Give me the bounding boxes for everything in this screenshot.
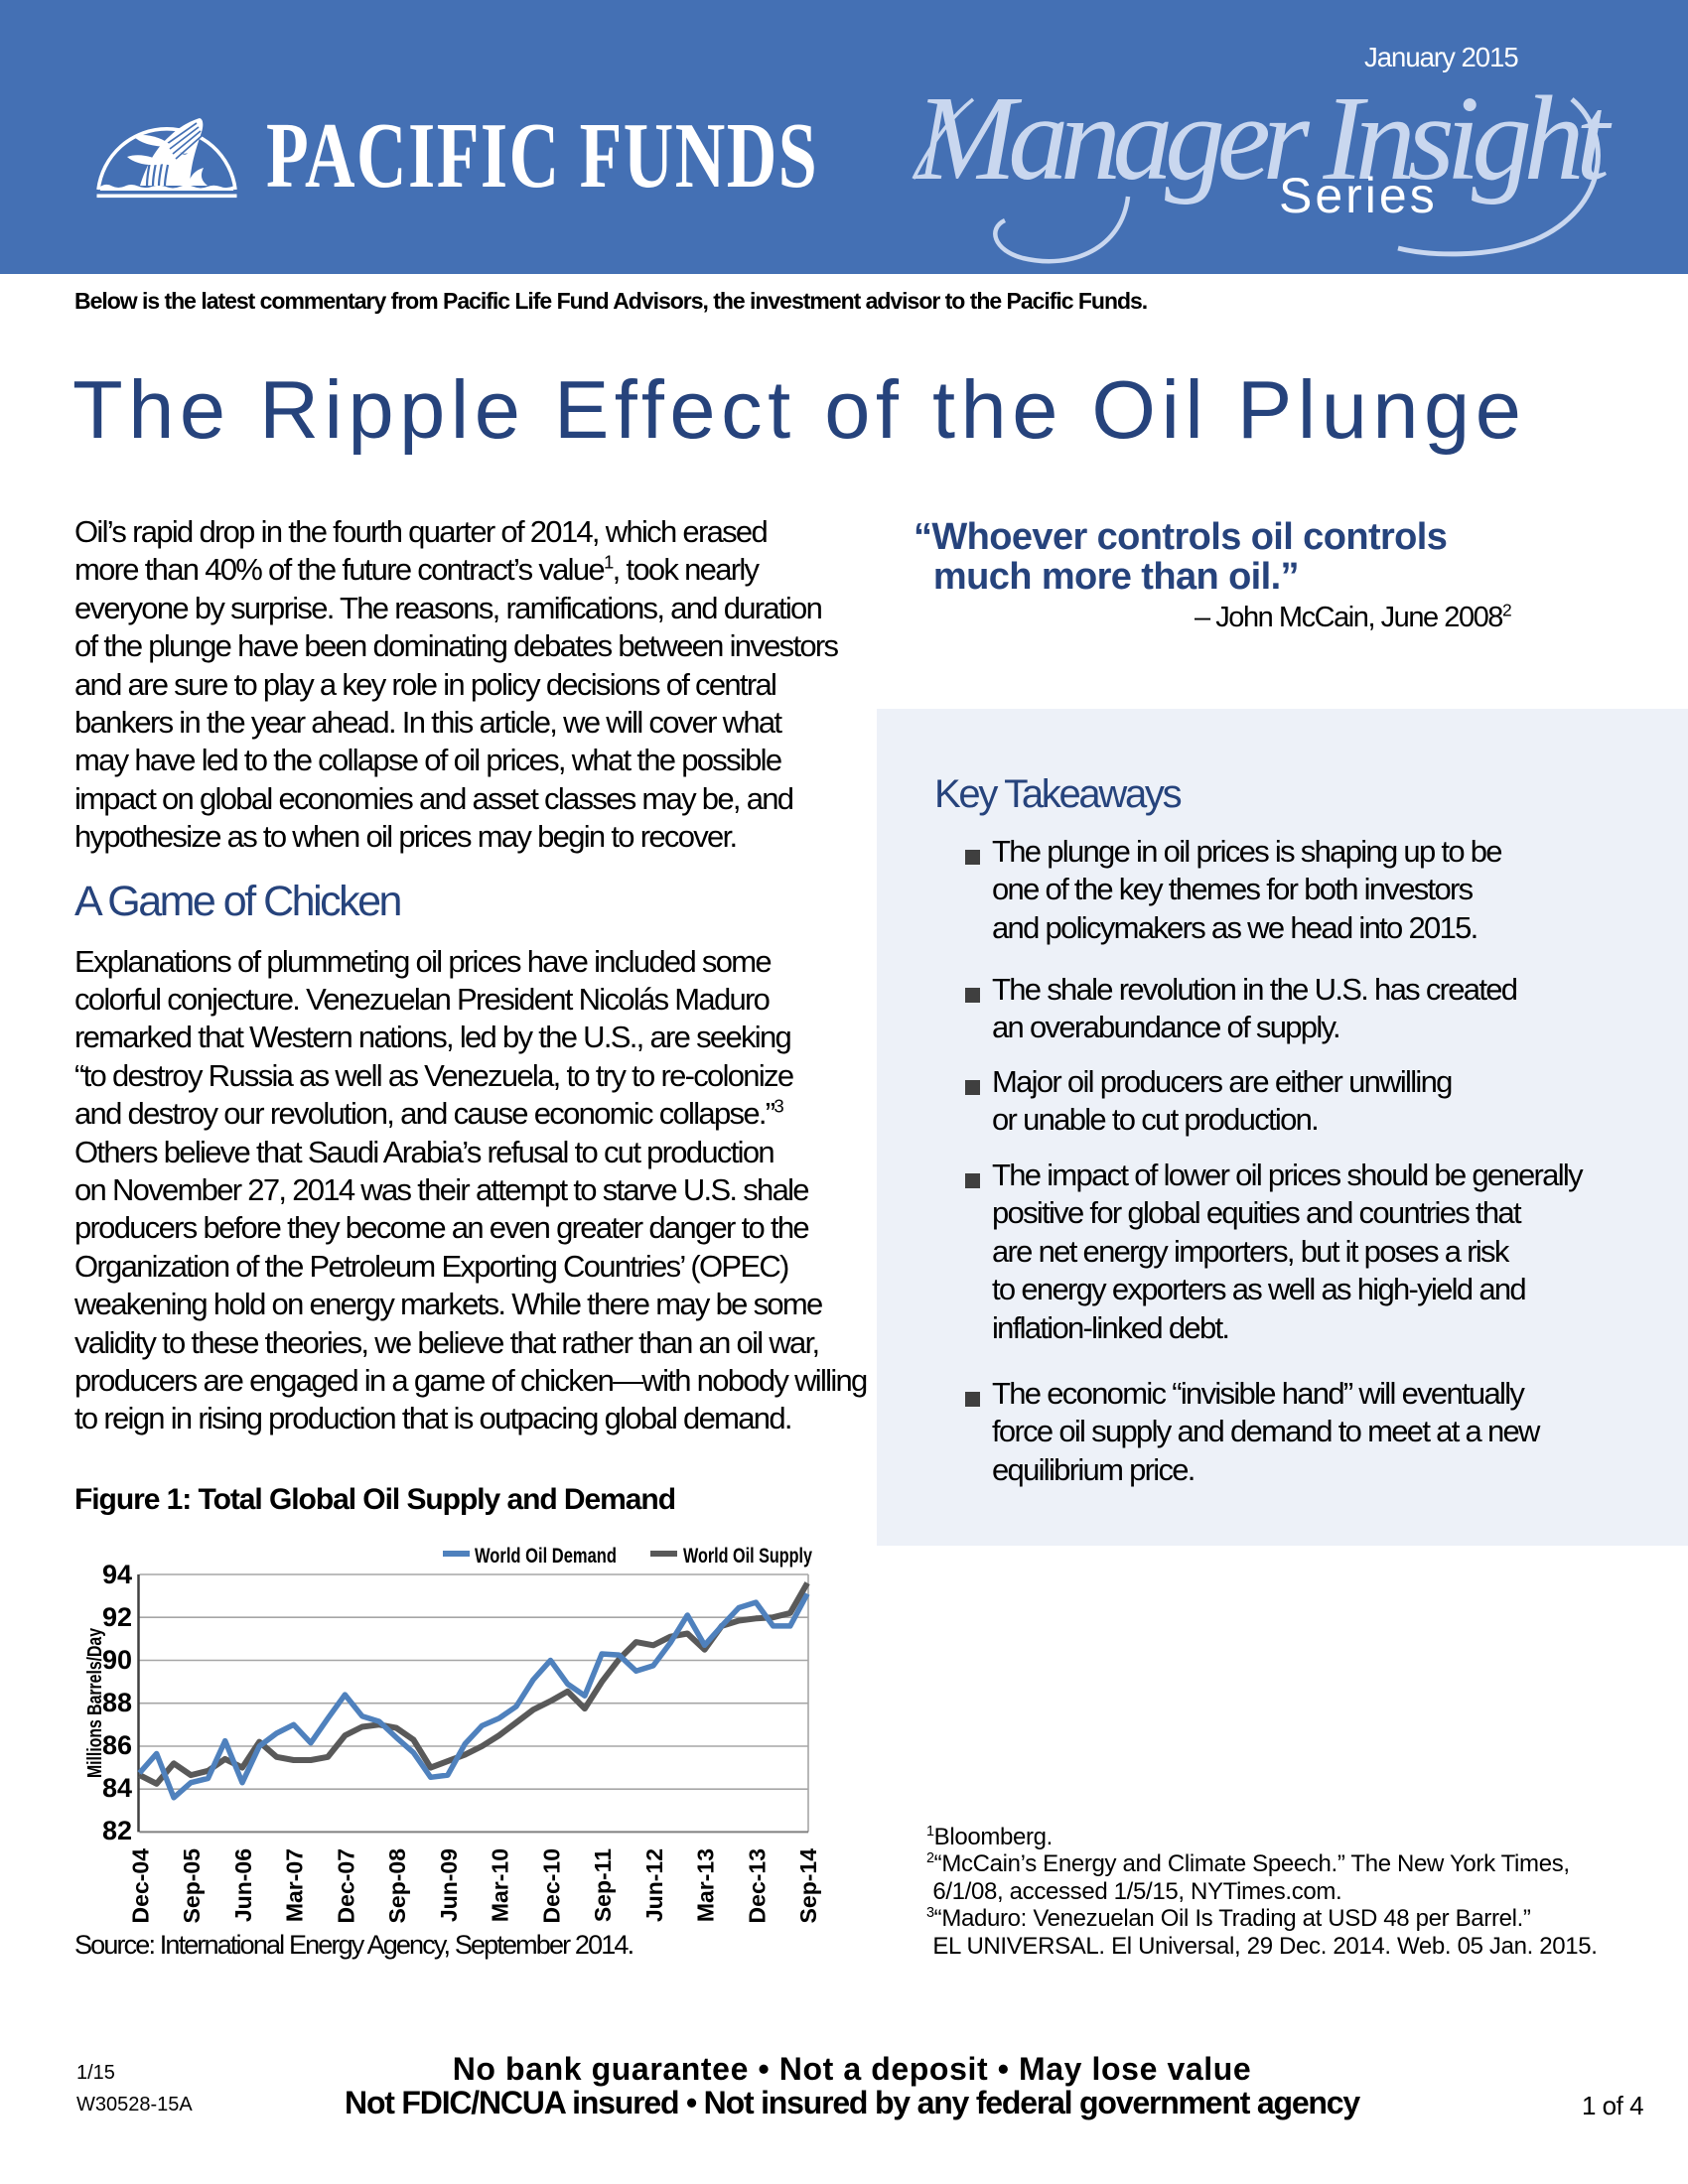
svg-text:Sep-05: Sep-05 bbox=[179, 1848, 205, 1924]
svg-text:World Oil Demand: World Oil Demand bbox=[475, 1545, 617, 1568]
svg-text:82: 82 bbox=[102, 1816, 132, 1845]
svg-text:Jun-09: Jun-09 bbox=[436, 1848, 462, 1922]
svg-text:Jun-06: Jun-06 bbox=[230, 1848, 256, 1922]
svg-text:84: 84 bbox=[102, 1773, 132, 1803]
svg-text:94: 94 bbox=[102, 1560, 132, 1589]
svg-text:86: 86 bbox=[102, 1730, 132, 1760]
svg-text:Dec-13: Dec-13 bbox=[744, 1848, 770, 1923]
svg-text:92: 92 bbox=[102, 1602, 132, 1632]
svg-text:Sep-14: Sep-14 bbox=[795, 1848, 821, 1924]
svg-text:Sep-08: Sep-08 bbox=[384, 1848, 410, 1924]
svg-text:88: 88 bbox=[102, 1688, 132, 1717]
svg-text:Jun-12: Jun-12 bbox=[641, 1848, 667, 1922]
svg-text:Mar-10: Mar-10 bbox=[488, 1848, 513, 1922]
svg-text:Mar-13: Mar-13 bbox=[693, 1848, 719, 1922]
svg-text:Dec-07: Dec-07 bbox=[333, 1848, 358, 1923]
svg-text:Mar-07: Mar-07 bbox=[282, 1848, 308, 1922]
svg-text:World Oil Supply: World Oil Supply bbox=[683, 1545, 812, 1568]
svg-text:Dec-04: Dec-04 bbox=[128, 1848, 154, 1924]
svg-text:Millions Barrels/Day: Millions Barrels/Day bbox=[84, 1627, 106, 1778]
svg-text:Sep-11: Sep-11 bbox=[590, 1848, 616, 1922]
svg-text:Dec-10: Dec-10 bbox=[538, 1848, 564, 1923]
svg-text:90: 90 bbox=[102, 1645, 132, 1675]
